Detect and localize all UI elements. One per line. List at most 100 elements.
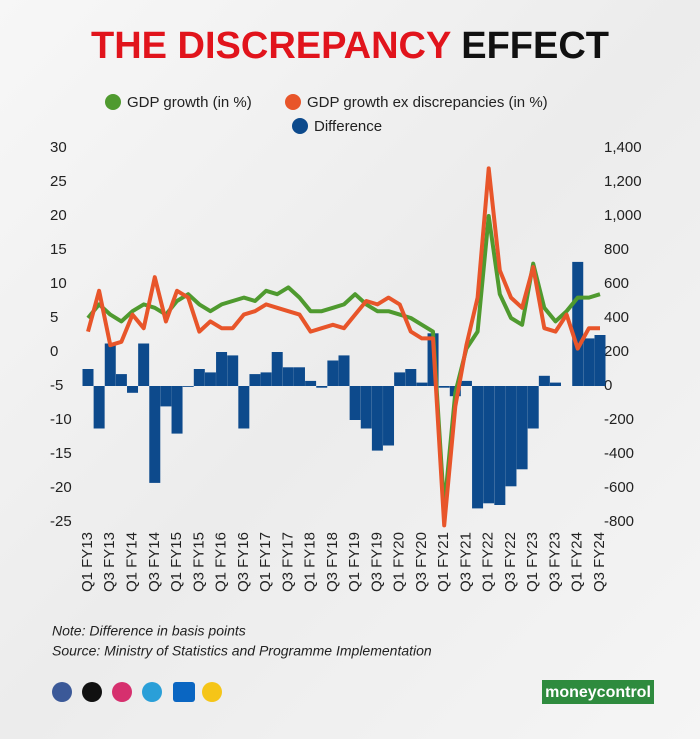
y-tick-label: -5 [50, 377, 63, 394]
y-tick-label: 0 [50, 343, 58, 360]
bar [293, 367, 305, 386]
y2-tick-label: 600 [604, 275, 629, 292]
y2-tick-label: -400 [604, 445, 634, 462]
brand-name: moneycontrol [545, 684, 651, 701]
chart-title: THE DISCREPANCY EFFECT [91, 25, 609, 67]
y2-tick-label: 1,200 [604, 173, 642, 190]
bar [193, 369, 205, 386]
y2-tick-label: 400 [604, 309, 629, 326]
note: Note: Difference in basis points [52, 623, 246, 639]
x-icon [82, 682, 102, 702]
bar [327, 360, 339, 386]
y-tick-label: -10 [50, 411, 72, 428]
facebook-icon [52, 682, 72, 702]
legend: GDP growth (in %) GDP growth ex discrepan… [105, 94, 548, 135]
x-tick-label: Q3 FY13 [101, 532, 118, 592]
x-tick-label: Q3 FY16 [235, 532, 252, 592]
legend-marker [292, 118, 308, 134]
y2-tick-label: 200 [604, 343, 629, 360]
y-tick-label: 30 [50, 139, 67, 156]
bar [104, 343, 116, 386]
x-tick-label: Q3 FY14 [146, 532, 163, 592]
bar [182, 386, 194, 387]
x-tick-label: Q3 FY21 [457, 532, 474, 592]
x-tick-label: Q1 FY19 [346, 532, 363, 592]
x-tick-label: Q3 FY18 [324, 532, 341, 592]
x-tick-label: Q1 FY24 [569, 532, 586, 592]
legend-label: Difference [314, 118, 382, 135]
bar [494, 386, 506, 505]
y2-tick-label: 1,400 [604, 139, 642, 156]
x-tick-label: Q3 FY19 [368, 532, 385, 592]
x-tick-label: Q3 FY20 [413, 532, 430, 592]
bar [249, 374, 261, 386]
x-tick-label: Q3 FY23 [546, 532, 563, 592]
bar [349, 386, 361, 420]
bar [483, 386, 495, 504]
x-tick-label: Q1 FY18 [302, 532, 319, 592]
x-tick-label: Q1 FY16 [213, 532, 230, 592]
bar [371, 386, 383, 451]
bar [204, 372, 216, 386]
bar [271, 352, 283, 386]
x-tick-label: Q1 FY20 [391, 532, 408, 592]
y2-tick-label: 1,000 [604, 207, 642, 224]
bar [594, 335, 606, 386]
y-tick-label: 5 [50, 309, 58, 326]
bar [93, 386, 105, 429]
legend-marker [105, 94, 121, 110]
title-highlight: THE DISCREPANCY [91, 25, 451, 67]
y2-tick-label: -800 [604, 513, 634, 530]
x-tick-label: Q1 FY15 [168, 532, 185, 592]
bar [338, 355, 350, 386]
bar [282, 367, 294, 386]
y-tick-label: 25 [50, 173, 67, 190]
source: Source: Ministry of Statistics and Progr… [52, 643, 432, 659]
bar [516, 386, 528, 470]
y-tick-label: 15 [50, 241, 67, 258]
instagram-icon [112, 682, 132, 702]
bar [227, 355, 239, 386]
line [86, 166, 600, 528]
y2-tick-label: -200 [604, 411, 634, 428]
bar [316, 386, 328, 388]
x-tick-label: Q1 FY22 [480, 532, 497, 592]
bar [438, 386, 450, 388]
y2-tick-label: 800 [604, 241, 629, 258]
y2-tick-label: 0 [604, 377, 612, 394]
bar [138, 343, 150, 386]
brand-logo [542, 680, 654, 704]
bar [460, 380, 472, 386]
bar [572, 261, 584, 386]
bar [505, 386, 517, 487]
legend-label: GDP growth (in %) [127, 94, 252, 111]
bar [583, 338, 595, 386]
bar [260, 372, 272, 386]
bar [171, 386, 183, 434]
x-tick-label: Q3 FY17 [279, 532, 296, 592]
bar [160, 386, 172, 407]
bar [360, 386, 372, 429]
x-tick-label: Q3 FY24 [591, 532, 608, 592]
bar [394, 372, 406, 386]
y-tick-label: -25 [50, 513, 72, 530]
x-tick-label: Q1 FY14 [123, 532, 140, 592]
x-tick-label: Q3 FY15 [190, 532, 207, 592]
legend-label: GDP growth ex discrepancies (in %) [307, 94, 548, 111]
x-tick-label: Q1 FY13 [79, 532, 96, 592]
y-tick-label: 20 [50, 207, 67, 224]
x-tick-label: Q3 FY22 [502, 532, 519, 592]
bar [538, 375, 550, 386]
legend-marker [285, 94, 301, 110]
bar [305, 380, 317, 386]
bar [405, 369, 417, 386]
bar [149, 386, 161, 483]
bar [383, 386, 395, 446]
y-tick-label: 10 [50, 275, 67, 292]
bar [238, 386, 250, 429]
bar [216, 352, 228, 386]
bar [115, 374, 127, 386]
